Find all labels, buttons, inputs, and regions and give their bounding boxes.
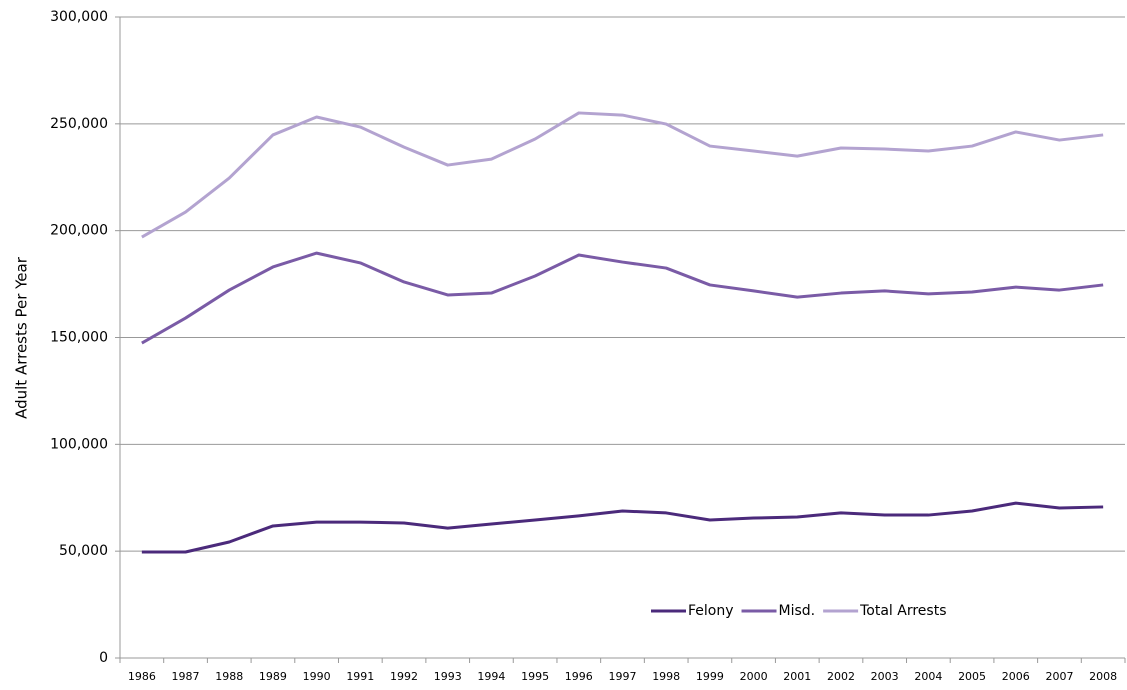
x-tick-label: 1994 — [477, 670, 505, 683]
x-tick-label: 2006 — [1002, 670, 1030, 683]
y-tick-label: 150,000 — [50, 330, 108, 346]
x-tick-label: 2001 — [783, 670, 811, 683]
series-line — [141, 111, 1104, 239]
y-tick-label: 250,000 — [50, 116, 108, 132]
x-tick-label: 2002 — [827, 670, 855, 683]
x-tick-label: 1993 — [434, 670, 462, 683]
series-line — [141, 501, 1104, 554]
series-line — [141, 251, 1104, 345]
y-tick-label: 200,000 — [50, 223, 108, 239]
x-tick-label: 1986 — [128, 670, 156, 683]
x-tick-label: 1999 — [696, 670, 724, 683]
x-tick-label: 2007 — [1045, 670, 1073, 683]
x-tick-label: 1987 — [172, 670, 200, 683]
x-tick-label: 1998 — [652, 670, 680, 683]
x-tick-label: 1990 — [303, 670, 331, 683]
x-tick-label: 2008 — [1089, 670, 1117, 683]
x-tick-label: 1992 — [390, 670, 418, 683]
y-tick-label: 50,000 — [59, 543, 108, 559]
x-tick-label: 1996 — [565, 670, 593, 683]
x-tick-label: 2003 — [871, 670, 899, 683]
x-tick-label: 2004 — [914, 670, 942, 683]
y-tick-label: 0 — [99, 650, 108, 666]
legend-label: Misd. — [779, 603, 816, 619]
x-tick-label: 1991 — [346, 670, 374, 683]
y-tick-label: 100,000 — [50, 436, 108, 452]
x-tick-label: 1995 — [521, 670, 549, 683]
y-tick-label: 300,000 — [50, 9, 108, 25]
x-tick-label: 1997 — [609, 670, 637, 683]
x-tick-label: 2005 — [958, 670, 986, 683]
x-tick-label: 2000 — [740, 670, 768, 683]
legend-label: Total Arrests — [859, 603, 946, 619]
x-tick-label: 1988 — [215, 670, 243, 683]
legend-label: Felony — [688, 603, 734, 619]
x-tick-label: 1989 — [259, 670, 287, 683]
y-axis-label: Adult Arrests Per Year — [13, 256, 31, 419]
